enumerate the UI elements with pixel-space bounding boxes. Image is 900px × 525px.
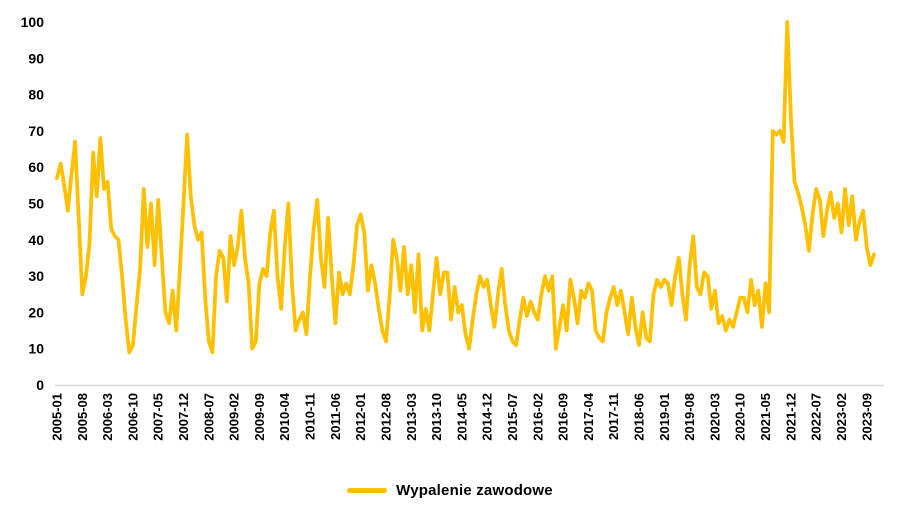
x-axis-tick-label: 2017-11	[606, 393, 621, 440]
y-axis-tick-label: 20	[28, 304, 44, 320]
x-axis-tick-label: 2009-09	[252, 393, 267, 441]
x-axis-tick-label: 2021-12	[783, 393, 798, 441]
x-axis-tick-label: 2010-11	[303, 393, 318, 440]
x-axis-tick-label: 2015-07	[505, 393, 520, 441]
x-axis-tick-label: 2009-02	[227, 393, 242, 441]
x-axis-tick-label: 2023-09	[859, 393, 874, 441]
x-axis-tick-label: 2010-04	[277, 392, 292, 440]
x-axis-tick-label: 2019-08	[682, 393, 697, 441]
y-axis-tick-label: 50	[28, 196, 44, 212]
y-axis-tick-label: 90	[28, 50, 44, 66]
legend-series-label: Wypalenie zawodowe	[396, 482, 553, 499]
x-axis-tick-label: 2020-10	[733, 393, 748, 441]
x-axis-tick-label: 2020-03	[707, 393, 722, 441]
y-axis-tick-label: 0	[36, 377, 44, 393]
x-axis-tick-label: 2012-01	[353, 393, 368, 441]
x-axis-tick-label: 2007-05	[151, 393, 166, 441]
y-axis-tick-label: 10	[28, 341, 44, 357]
x-axis-tick-label: 2013-03	[404, 393, 419, 441]
y-axis-tick-label: 30	[28, 268, 44, 284]
y-axis-tick-label: 70	[28, 123, 44, 139]
x-axis-tick-label: 2005-08	[75, 393, 90, 441]
x-axis-tick-label: 2005-01	[50, 393, 65, 441]
x-axis-tick-label: 2021-05	[758, 393, 773, 441]
x-axis-tick-label: 2017-04	[581, 392, 596, 440]
y-axis-tick-label: 100	[21, 14, 45, 30]
y-axis-tick-label: 80	[28, 87, 44, 103]
x-axis-tick-label: 2007-12	[176, 393, 191, 441]
legend: Wypalenie zawodowe	[0, 482, 900, 499]
legend-line-swatch	[347, 488, 388, 493]
y-axis-tick-label: 60	[28, 159, 44, 175]
x-axis-tick-label: 2012-08	[378, 393, 393, 441]
x-axis-tick-label: 2014-12	[480, 393, 495, 441]
x-axis-tick-label: 2016-09	[556, 393, 571, 441]
x-axis-tick-label: 2019-01	[657, 393, 672, 441]
y-axis-tick-label: 40	[28, 232, 44, 248]
x-axis-tick-label: 2011-06	[328, 393, 343, 440]
x-axis-tick-label: 2014-05	[454, 393, 469, 441]
x-axis-tick-label: 2016-02	[530, 393, 545, 441]
series-line-wypalenie-zawodowe	[55, 20, 876, 355]
x-axis-tick-label: 2006-10	[125, 393, 140, 441]
x-axis-tick-label: 2013-10	[429, 393, 444, 441]
x-axis-tick-label: 2006-03	[100, 393, 115, 441]
x-axis-tick-label: 2018-06	[632, 393, 647, 441]
x-axis-tick-label: 2022-07	[809, 393, 824, 441]
x-axis-tick-label: 2008-07	[201, 393, 216, 441]
x-axis-tick-label: 2023-02	[834, 393, 849, 441]
